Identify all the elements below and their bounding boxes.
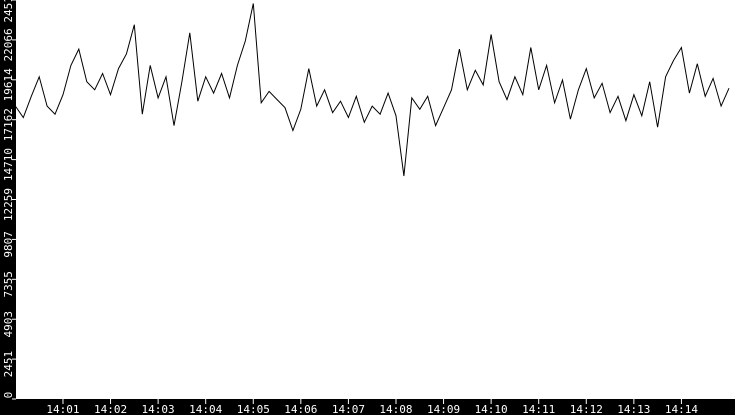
y-tick-label: 17162 <box>2 108 15 141</box>
x-tick-label: 14:09 <box>427 403 460 415</box>
y-tick-label: 4903 <box>2 311 15 338</box>
y-tick-label: 12259 <box>2 188 15 221</box>
x-tick-label: 14:05 <box>237 403 270 415</box>
x-tick-label: 14:07 <box>332 403 365 415</box>
y-tick-label: 7355 <box>2 271 15 298</box>
x-tick-label: 14:13 <box>617 403 650 415</box>
y-tick-label: 0 <box>2 392 15 399</box>
x-tick-label: 14:02 <box>94 403 127 415</box>
y-axis: 0 2451 4903 7355 9807 12259 14710 17162 19614 220… <box>2 0 16 400</box>
x-tick-label: 14:14 <box>665 403 698 415</box>
x-tick-label: 14:06 <box>284 403 317 415</box>
x-tick-label: 14:11 <box>522 403 555 415</box>
x-tick-label: 14:12 <box>570 403 603 415</box>
y-tick-label: 22066 <box>2 28 15 61</box>
x-tick-label: 14:03 <box>142 403 175 415</box>
y-tick-label: 14710 <box>2 148 15 181</box>
x-tick-label: 14:01 <box>46 403 79 415</box>
y-tick-label: 9807 <box>2 231 15 258</box>
y-tick-label: 2451 <box>2 351 15 378</box>
y-tick-label: 24518 <box>2 0 15 23</box>
y-tick-label: 19614 <box>2 68 15 101</box>
x-tick-label: 14:10 <box>475 403 508 415</box>
x-axis: 14:01 14:02 14:03 14:04 14:05 14:06 14:07 14:08… <box>46 399 698 415</box>
series-line <box>14 3 730 177</box>
plot-area <box>16 0 735 399</box>
x-tick-label: 14:08 <box>379 403 412 415</box>
x-tick-label: 14:04 <box>189 403 222 415</box>
